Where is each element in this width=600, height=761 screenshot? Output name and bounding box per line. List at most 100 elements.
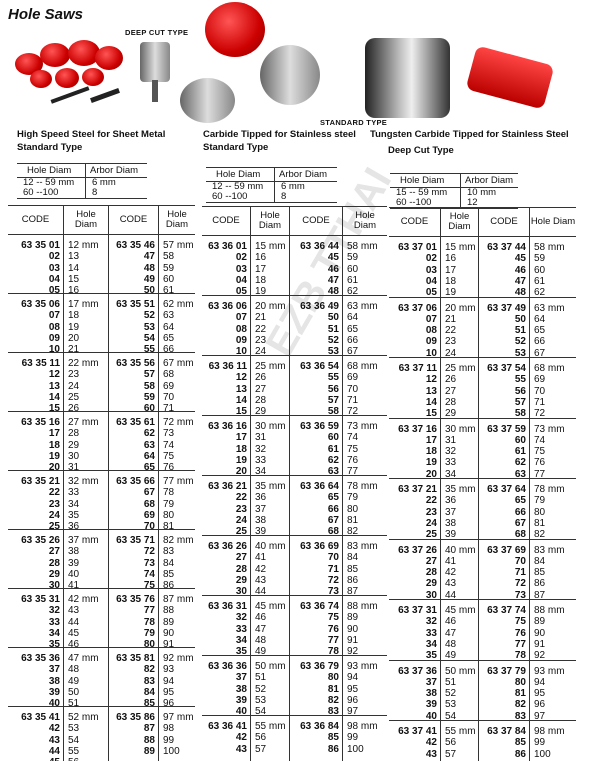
spec-cell: 6 mm xyxy=(274,182,337,192)
code-cell: 19 xyxy=(48,450,60,462)
code-column: 63 37 26 27 28 29 30 xyxy=(389,540,440,601)
diam-column: 68 mm 69 70 71 72 xyxy=(342,356,387,417)
hole-diam-cell: 55 mm xyxy=(255,721,286,732)
hole-diam-cell: 48 xyxy=(445,638,457,650)
hole-diam-cell: 62 mm xyxy=(163,299,194,310)
code-cell: 20 xyxy=(235,466,247,478)
code-cell: 34 xyxy=(48,627,60,639)
code-cell: 18 xyxy=(235,443,247,455)
code-cell: 80 xyxy=(514,676,526,688)
code-cell: 45 xyxy=(8,757,60,761)
code-cell: 63 37 54 xyxy=(487,363,526,374)
hole-diam-cell: 91 xyxy=(163,639,175,651)
code-cell: 68 xyxy=(514,529,526,541)
code-cell: 77 xyxy=(327,634,339,646)
hole-diam-cell: 39 xyxy=(68,557,80,569)
spec-cell: 10 mm xyxy=(460,188,518,198)
hole-diam-cell: 19 xyxy=(445,287,457,299)
red-bimetal-hole-saw-image xyxy=(205,2,265,57)
code-column: 63 37 49 50 51 52 53 xyxy=(478,297,529,359)
code-column: 63 36 59 60 61 62 63 xyxy=(289,416,342,478)
hole-diam-cell: 21 xyxy=(445,313,457,325)
code-cell: 63 37 26 xyxy=(398,544,437,556)
hole-diam-cell: 93 xyxy=(163,664,175,676)
code-cell: 51 xyxy=(327,323,339,335)
hole-diam-cell: 46 xyxy=(68,639,80,651)
hole-diam-cell: 80 xyxy=(534,506,546,518)
spec-title-hss: High Speed Steel for Sheet Metal Standard… xyxy=(17,129,166,153)
spec-header-cell: Arbor Diam xyxy=(274,168,337,181)
code-column: 63 36 74 75 76 77 78 xyxy=(289,596,342,657)
hole-diam-cell: 51 xyxy=(445,676,457,688)
hole-diam-cell: 56 xyxy=(255,732,267,744)
diam-column: 63 mm 64 65 66 67 xyxy=(342,296,387,358)
code-column: 63 35 11 12 13 14 15 xyxy=(8,353,63,414)
code-cell: 72 xyxy=(327,574,339,586)
hole-diam-cell: 76 xyxy=(163,462,175,474)
hole-diam-cell: 47 xyxy=(255,623,267,635)
hole-diam-cell: 97 mm xyxy=(163,712,194,723)
deep-cut-carbide-hole-saw-image xyxy=(365,38,450,118)
hole-diam-cell: 23 xyxy=(445,336,457,348)
diam-column: 30 mm 31 32 33 34 xyxy=(440,418,478,480)
code-cell: 63 36 31 xyxy=(208,601,247,612)
diam-column: 73 mm 74 75 76 77 xyxy=(529,418,576,480)
table-header: CODE Hole Diam CODE Hole Diam xyxy=(389,208,576,237)
spec-title-carbide: Carbide Tipped for Stainless steel Standa… xyxy=(203,129,356,153)
table-row-group: 63 37 41 42 43 55 mm 56 57 63 37 84 85 86 98 mm 99… xyxy=(389,721,576,761)
hole-diam-cell: 81 xyxy=(163,521,175,533)
code-cell: 38 xyxy=(235,683,247,695)
hole-diam-cell: 27 mm xyxy=(68,417,99,428)
code-cell: 48 xyxy=(327,286,339,298)
code-cell: 10 xyxy=(235,346,247,358)
code-cell: 39 xyxy=(235,694,247,706)
diam-column: 25 mm 26 27 28 29 xyxy=(440,358,478,419)
code-column: 63 36 64 65 66 67 68 xyxy=(289,476,342,537)
code-cell: 66 xyxy=(514,506,526,518)
code-cell: 82 xyxy=(514,699,526,711)
hole-diam-cell: 57 mm xyxy=(163,240,194,251)
hole-diam-cell: 33 xyxy=(445,457,457,469)
code-cell: 63 36 74 xyxy=(300,601,339,612)
code-cell: 63 35 56 xyxy=(116,358,155,369)
hole-diam-cell: 67 xyxy=(347,346,359,358)
spec-cell: 12 -- 59 mm xyxy=(23,177,75,188)
diam-column: 20 mm 21 22 23 24 xyxy=(250,296,289,357)
code-cell: 24 xyxy=(235,514,247,526)
code-cell: 09 xyxy=(425,336,437,348)
code-cell: 03 xyxy=(48,262,60,274)
hole-diam-cell: 82 xyxy=(347,526,359,538)
code-column: 63 35 66 67 68 69 70 xyxy=(108,471,158,532)
code-cell: 29 xyxy=(425,578,437,590)
code-cell: 48 xyxy=(514,287,526,299)
hole-diam-cell: 46 xyxy=(445,616,457,628)
code-cell: 73 xyxy=(143,557,155,569)
hole-diam-cell: 35 mm xyxy=(255,481,286,492)
hole-diam-cell: 20 mm xyxy=(445,302,476,314)
code-cell: 17 xyxy=(425,434,437,446)
code-cell: 30 xyxy=(235,586,247,598)
diam-column: 30 mm 31 32 33 34 xyxy=(250,416,289,477)
hole-diam-cell: 31 xyxy=(445,434,457,446)
hole-diam-cell: 40 xyxy=(68,568,80,580)
diam-column: 47 mm 48 49 50 51 xyxy=(63,648,108,709)
hole-diam-cell: 35 mm xyxy=(445,484,476,495)
code-cell: 63 35 26 xyxy=(21,535,60,546)
hole-diam-cell: 85 xyxy=(163,568,175,580)
table-header-cell: Hole Diam xyxy=(440,208,478,236)
spec-title-tungsten: Tungsten Carbide Tipped for Stainless St… xyxy=(370,129,569,156)
code-cell: 52 xyxy=(514,336,526,348)
code-cell: 51 xyxy=(514,325,526,337)
hole-diam-cell: 15 xyxy=(68,273,80,285)
code-cell: 63 35 36 xyxy=(21,653,60,664)
code-cell: 63 xyxy=(327,466,339,478)
code-cell: 57 xyxy=(143,369,155,381)
hole-diam-cell: 37 xyxy=(445,506,457,518)
code-cell: 43 xyxy=(425,748,437,760)
table-row-group: 63 37 06 07 08 09 10 20 mm 21 22 23 24 63 37 49 50 5… xyxy=(389,297,576,359)
diam-column: 58 mm 59 60 61 62 xyxy=(342,236,387,297)
hole-diam-cell: 56 xyxy=(445,737,457,749)
standard-type-label: STANDARD TYPE xyxy=(320,118,388,127)
code-cell: 63 37 41 xyxy=(398,726,437,737)
diam-column: 98 mm 99 100 xyxy=(529,721,576,761)
